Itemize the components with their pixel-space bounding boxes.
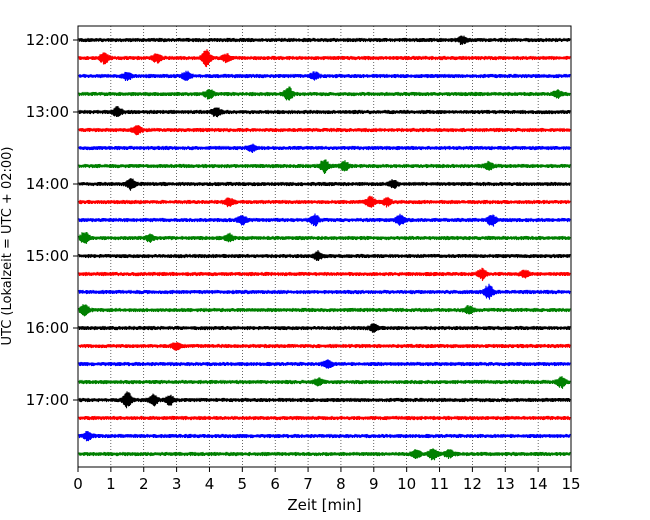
x-tick-label: 12 (463, 475, 482, 493)
x-tick-label: 0 (73, 475, 83, 493)
plot-frame (77, 25, 572, 468)
trace-1515 (78, 267, 571, 282)
trace-1500 (78, 250, 571, 261)
trace-1215 (78, 49, 571, 68)
x-tick-label: 10 (397, 475, 416, 493)
trace-1730 (78, 431, 571, 442)
trace-1430 (78, 213, 571, 227)
trace-1615 (78, 342, 571, 351)
x-tick-label: 7 (303, 475, 313, 493)
trace-1600 (78, 323, 571, 333)
y-tick-label: 15:00 (26, 247, 69, 265)
y-tick-label: 12:00 (26, 31, 69, 49)
trace-1300 (78, 106, 571, 118)
x-axis-ticks: 0 1 2 3 4 5 6 7 8 9 10 11 12 13 14 15 (73, 467, 581, 493)
trace-1715 (78, 415, 571, 421)
trace-1245 (78, 86, 571, 101)
y-tick-label: 14:00 (26, 175, 69, 193)
seismic-traces (78, 35, 571, 461)
trace-1700 (78, 391, 571, 409)
y-tick-label: 17:00 (26, 391, 69, 409)
trace-1745 (78, 448, 571, 461)
trace-1545 (78, 304, 571, 317)
x-axis-label: Zeit [min] (287, 496, 361, 514)
x-tick-label: 11 (430, 475, 449, 493)
x-tick-label: 2 (139, 475, 149, 493)
x-tick-label: 8 (336, 475, 346, 493)
trace-1345 (78, 159, 571, 175)
x-tick-label: 5 (238, 475, 248, 493)
y-axis-label: UTC (Lokalzeit = UTC + 02:00) (0, 147, 15, 346)
x-tick-label: 3 (172, 475, 182, 493)
x-tick-label: 9 (369, 475, 379, 493)
trace-1315 (78, 125, 571, 136)
trace-1400 (78, 177, 571, 191)
x-tick-label: 13 (496, 475, 515, 493)
x-tick-label: 15 (561, 475, 580, 493)
y-axis-ticks: 12:00 13:00 14:00 15:00 16:00 17:00 (26, 31, 78, 409)
trace-1645 (78, 376, 571, 389)
x-tick-label: 14 (529, 475, 548, 493)
x-tick-label: 6 (270, 475, 280, 493)
trace-1445 (78, 231, 571, 244)
trace-1200 (78, 35, 571, 45)
y-tick-label: 13:00 (26, 103, 69, 121)
trace-1530 (78, 283, 571, 300)
trace-1415 (78, 195, 571, 208)
y-tick-label: 16:00 (26, 319, 69, 337)
x-tick-label: 1 (106, 475, 116, 493)
trace-1230 (78, 70, 571, 82)
x-tick-label: 4 (205, 475, 215, 493)
trace-1630 (78, 359, 571, 369)
trace-1330 (78, 143, 571, 153)
